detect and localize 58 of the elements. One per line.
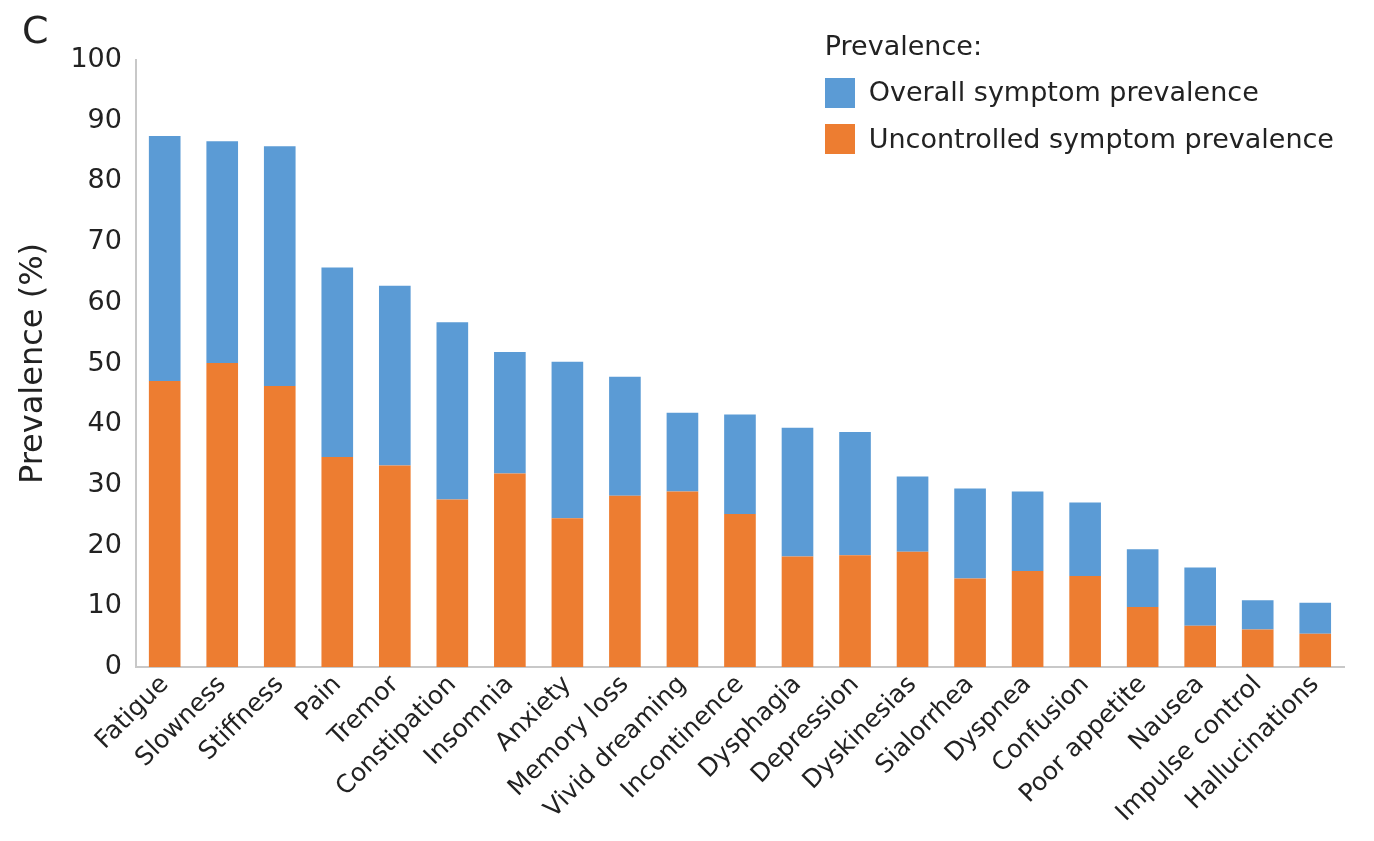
bar <box>494 473 526 668</box>
bar <box>954 578 986 668</box>
y-axis-title: Prevalence (%) <box>11 242 50 485</box>
bar <box>321 267 354 457</box>
legend-title: Prevalence: <box>824 30 983 63</box>
bar <box>839 432 871 556</box>
y-tick-label: 0 <box>104 649 122 681</box>
bar <box>1069 575 1101 668</box>
legend-label: Uncontrolled symptom prevalence <box>868 122 1334 156</box>
bar <box>1011 571 1044 668</box>
bar <box>781 427 814 557</box>
bar <box>724 514 756 668</box>
bar <box>1241 629 1274 668</box>
bar <box>436 322 469 500</box>
bar <box>494 351 526 474</box>
text: C <box>22 8 49 52</box>
bar <box>1241 600 1274 630</box>
bar <box>666 412 699 492</box>
bar <box>551 518 584 668</box>
bar <box>896 551 929 668</box>
bar <box>1011 491 1044 572</box>
bar <box>1184 567 1216 626</box>
bar <box>206 141 239 363</box>
y-tick-label: 80 <box>87 163 122 195</box>
bar <box>263 385 296 668</box>
y-tick-label: 30 <box>87 466 122 498</box>
bar <box>1126 549 1159 607</box>
bar <box>436 499 469 668</box>
y-tick-label: 20 <box>87 527 122 559</box>
y-tick-label: 90 <box>87 102 122 134</box>
bar <box>896 476 929 552</box>
y-tick-label: 40 <box>87 406 122 438</box>
bar <box>378 285 411 466</box>
bar <box>1299 633 1332 668</box>
bar <box>839 555 871 668</box>
bar <box>954 488 986 579</box>
legend-label: Overall symptom prevalence <box>868 76 1259 109</box>
bar <box>321 457 354 668</box>
bar <box>148 381 181 668</box>
bar <box>378 465 411 668</box>
bar <box>609 376 641 496</box>
y-tick-label: 60 <box>87 284 122 316</box>
bar <box>148 135 181 382</box>
y-tick-label: 10 <box>87 588 122 620</box>
y-tick-label: 50 <box>87 345 122 377</box>
y-tick-label: 100 <box>70 42 122 74</box>
y-tick-label: 70 <box>87 224 122 256</box>
bar <box>666 491 699 668</box>
bar <box>1069 502 1101 576</box>
bar <box>206 362 239 668</box>
bar <box>724 414 756 515</box>
bar <box>263 146 296 386</box>
bar <box>609 495 641 668</box>
bar <box>781 556 814 668</box>
bar <box>551 361 584 519</box>
bar <box>1184 625 1216 668</box>
bar <box>1126 606 1159 668</box>
bar <box>1299 602 1332 634</box>
